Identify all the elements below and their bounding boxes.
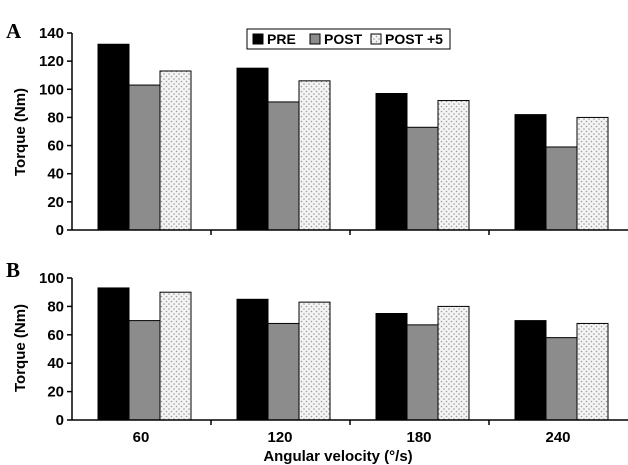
panel-b-y-axis-label: Torque (Nm)	[12, 304, 29, 392]
panel-a-y-axis-label: Torque (Nm)	[12, 88, 29, 176]
bar-b-pre-120	[236, 298, 269, 421]
y-tick-label-b-40: 40	[47, 355, 64, 372]
legend-label-post: POST	[324, 31, 363, 47]
panel-b-label: B	[6, 258, 20, 282]
bar-a-post-5-120	[298, 80, 331, 231]
panel-a-label: A	[6, 19, 22, 43]
y-tick-label-b-0: 0	[56, 412, 64, 429]
y-tick-label-b-20: 20	[47, 384, 64, 401]
x-tick-label-120: 120	[267, 429, 292, 446]
bar-b-post-5-180	[437, 305, 470, 421]
y-tick-label-a-20: 20	[47, 194, 64, 211]
bar-a-post-60	[128, 84, 161, 231]
y-tick-label-b-80: 80	[47, 298, 64, 315]
bar-b-post-5-240	[576, 322, 609, 421]
bar-a-post-5-60	[159, 70, 192, 231]
legend-swatch-post	[309, 33, 321, 45]
bar-a-post-180	[406, 126, 439, 231]
bar-b-post-60	[128, 320, 161, 421]
y-tick-label-b-100: 100	[39, 270, 64, 287]
bar-b-pre-240	[514, 320, 547, 421]
y-tick-label-a-0: 0	[56, 222, 64, 239]
bar-a-pre-180	[375, 93, 408, 231]
bar-b-pre-60	[97, 287, 130, 421]
legend-label-post-5: POST +5	[385, 31, 443, 47]
bar-a-post-240	[545, 146, 578, 231]
legend: PRE POST POST +5	[246, 28, 451, 50]
bar-a-post-5-180	[437, 100, 470, 231]
bar-b-pre-180	[375, 313, 408, 421]
plot-area-b: 60 120 180 240 0 20 40 60 80 100	[39, 270, 628, 446]
bar-b-post-240	[545, 337, 578, 421]
legend-swatch-pre	[252, 33, 264, 45]
bar-b-post-120	[267, 322, 300, 421]
y-tick-label-a-140: 140	[39, 25, 64, 42]
legend-swatch-post-5	[370, 33, 382, 45]
bar-a-post-5-240	[576, 116, 609, 231]
bar-b-post-5-120	[298, 301, 331, 421]
plot-area-a: 0 20 40 60 80 100 120 140	[39, 25, 628, 239]
y-tick-label-a-60: 60	[47, 138, 64, 155]
bar-a-pre-240	[514, 114, 547, 231]
y-tick-label-a-80: 80	[47, 109, 64, 126]
bar-a-pre-60	[97, 43, 130, 231]
bar-a-pre-120	[236, 67, 269, 231]
bar-b-post-180	[406, 324, 439, 421]
x-tick-label-240: 240	[545, 429, 570, 446]
y-tick-label-a-100: 100	[39, 81, 64, 98]
bar-a-post-120	[267, 101, 300, 231]
y-tick-label-a-40: 40	[47, 166, 64, 183]
x-tick-label-180: 180	[406, 429, 431, 446]
legend-label-pre: PRE	[267, 31, 296, 47]
legend-box	[246, 28, 451, 50]
x-axis-label: Angular velocity (°/s)	[263, 448, 412, 465]
bar-b-post-5-60	[159, 291, 192, 421]
y-tick-label-a-120: 120	[39, 53, 64, 70]
x-tick-label-60: 60	[133, 429, 150, 446]
y-tick-label-b-60: 60	[47, 327, 64, 344]
